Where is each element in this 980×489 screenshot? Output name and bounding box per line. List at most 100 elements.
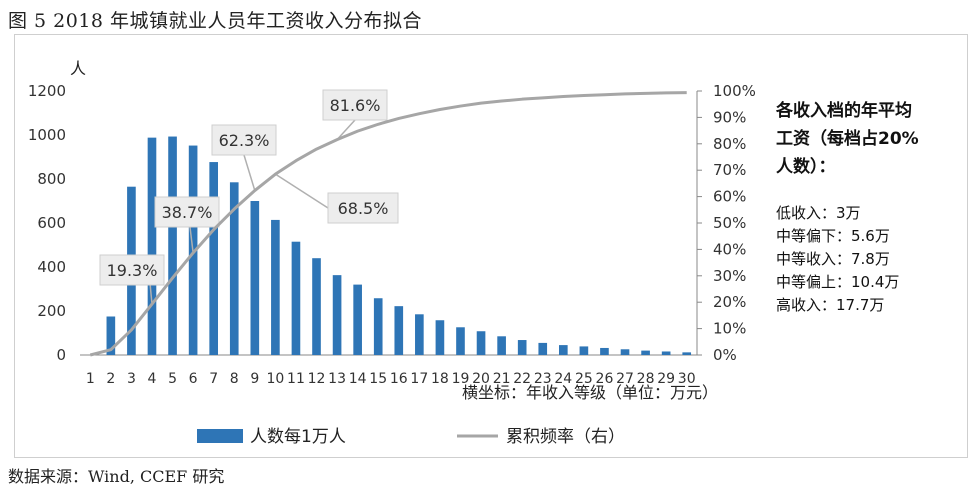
- x-axis-label: 横坐标：年收入等级（单位：万元）: [462, 383, 718, 402]
- callout-label: 19.3%: [107, 261, 158, 280]
- bar: [558, 345, 568, 355]
- y-right-tick-label: 50%: [713, 214, 746, 232]
- x-tick-label: 15: [369, 371, 387, 387]
- callout-leader: [274, 173, 329, 209]
- x-tick-label: 21: [493, 371, 511, 387]
- x-tick-label: 9: [250, 371, 259, 387]
- x-tick-label: 22: [513, 371, 531, 387]
- callout-box: [154, 196, 220, 228]
- bar: [394, 306, 404, 355]
- y-right-tick-label: 60%: [713, 188, 746, 206]
- chart-frame: [14, 34, 968, 458]
- x-tick-label: 3: [127, 371, 136, 387]
- callout-leader: [149, 282, 153, 305]
- callout-leader: [243, 154, 256, 191]
- x-tick-label: 16: [390, 371, 408, 387]
- bar: [682, 352, 692, 355]
- legend-bar-label: 人数每1万人: [250, 427, 346, 447]
- callout-label: 68.5%: [338, 199, 389, 218]
- bar: [600, 347, 609, 355]
- x-tick-label: 8: [230, 371, 239, 387]
- side-note-title: 各收入档的年平均: [775, 100, 912, 121]
- x-tick-label: 29: [657, 371, 675, 387]
- x-tick-label: 7: [209, 371, 218, 387]
- side-note-title: 工资（每档占20%: [776, 128, 919, 149]
- y-right-tick-label: 0%: [713, 346, 737, 364]
- x-tick-label: 5: [168, 371, 177, 387]
- legend-bar-swatch: [197, 429, 243, 443]
- x-tick-label: 26: [596, 371, 614, 387]
- x-tick-label: 12: [308, 371, 326, 387]
- bar: [373, 298, 383, 355]
- callout-box: [211, 124, 277, 156]
- bar: [312, 258, 321, 355]
- x-tick-label: 20: [472, 371, 490, 387]
- legend-line-label: 累积频率（右）: [506, 427, 625, 447]
- x-tick-label: 4: [148, 371, 157, 387]
- x-tick-label: 14: [349, 371, 367, 387]
- x-tick-label: 19: [452, 371, 470, 387]
- y-right-tick-label: 10%: [713, 320, 746, 338]
- y-left-tick-label: 0: [56, 346, 66, 364]
- y-right-tick-label: 40%: [713, 240, 746, 258]
- side-note-item: 中等偏下：5.6万: [776, 227, 890, 245]
- x-tick-label: 18: [431, 371, 449, 387]
- bar: [641, 350, 650, 355]
- bar: [209, 162, 219, 355]
- bar: [229, 182, 239, 355]
- x-tick-label: 6: [189, 371, 198, 387]
- source-note: 数据来源：Wind, CCEF 研究: [8, 467, 225, 486]
- bar: [456, 327, 465, 355]
- x-tick-label: 28: [637, 371, 655, 387]
- bar: [497, 336, 506, 355]
- callout-label: 62.3%: [219, 131, 270, 150]
- bar: [291, 241, 301, 355]
- y-right-tick-label: 20%: [713, 293, 746, 311]
- bar: [147, 137, 157, 355]
- bar: [332, 275, 342, 355]
- x-tick-label: 11: [287, 371, 305, 387]
- y-left-tick-label: 400: [37, 258, 66, 276]
- callout-box: [327, 192, 399, 224]
- callout-label: 81.6%: [330, 96, 381, 115]
- y-left-tick-label: 800: [37, 170, 66, 188]
- bar: [661, 351, 671, 355]
- y-left-tick-label: 200: [37, 302, 66, 320]
- bar: [106, 316, 116, 355]
- x-tick-label: 10: [266, 371, 284, 387]
- side-note-item: 高收入：17.7万: [776, 296, 884, 314]
- cumulative-line: [89, 91, 687, 357]
- callout-label: 38.7%: [162, 203, 213, 222]
- x-tick-label: 1: [86, 371, 95, 387]
- bar: [476, 331, 486, 355]
- y-right-tick-label: 80%: [713, 135, 746, 153]
- y-left-tick-label: 1000: [28, 126, 66, 144]
- x-tick-label: 25: [575, 371, 593, 387]
- bar: [517, 340, 527, 355]
- x-tick-label: 24: [554, 371, 572, 387]
- bar: [435, 320, 445, 355]
- y-left-tick-label: 1200: [28, 82, 66, 100]
- y-right-tick-label: 100%: [713, 82, 756, 100]
- y-right-tick-label: 90%: [713, 108, 746, 126]
- figure-title: 图 5 2018 年城镇就业人员年工资收入分布拟合: [8, 10, 423, 32]
- x-tick-label: 30: [678, 371, 696, 387]
- bar: [415, 314, 424, 355]
- bar: [620, 349, 630, 355]
- side-note-title: 人数）：: [776, 156, 836, 177]
- y-left-tick-label: 600: [37, 214, 66, 232]
- callout-leader: [189, 226, 194, 253]
- bar: [271, 219, 280, 355]
- y-left-axis-label: 人: [70, 59, 86, 78]
- callout-leader: [336, 119, 356, 141]
- y-right-tick-label: 30%: [713, 267, 746, 285]
- side-note-item: 中等偏上：10.4万: [776, 273, 899, 291]
- bar: [353, 284, 362, 355]
- callout-box: [99, 254, 165, 286]
- y-right-tick-label: 70%: [713, 161, 746, 179]
- x-tick-label: 23: [534, 371, 552, 387]
- bar: [538, 342, 548, 355]
- x-tick-label: 17: [410, 371, 428, 387]
- side-note-item: 低收入：3万: [776, 204, 861, 222]
